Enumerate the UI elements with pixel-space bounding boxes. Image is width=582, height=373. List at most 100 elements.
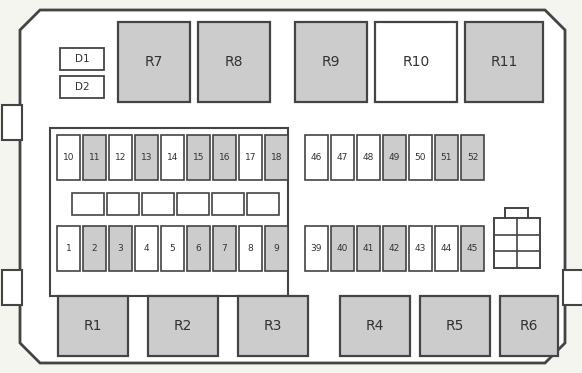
Bar xyxy=(57,135,80,180)
Bar xyxy=(60,48,104,70)
Bar xyxy=(465,22,543,102)
Text: 4: 4 xyxy=(144,244,150,253)
Text: 2: 2 xyxy=(92,244,97,253)
Text: 16: 16 xyxy=(219,153,230,162)
Text: R8: R8 xyxy=(225,55,243,69)
Bar xyxy=(107,193,139,215)
Text: 40: 40 xyxy=(337,244,348,253)
Text: 49: 49 xyxy=(389,153,400,162)
Text: 15: 15 xyxy=(193,153,204,162)
Bar xyxy=(2,270,22,305)
Bar xyxy=(409,226,432,271)
Text: 7: 7 xyxy=(222,244,228,253)
Bar xyxy=(435,226,458,271)
Text: 44: 44 xyxy=(441,244,452,253)
Text: R11: R11 xyxy=(490,55,517,69)
Text: R6: R6 xyxy=(520,319,538,333)
Bar xyxy=(357,135,380,180)
Bar xyxy=(500,296,558,356)
Bar xyxy=(187,135,210,180)
Bar xyxy=(265,226,288,271)
Text: 39: 39 xyxy=(311,244,322,253)
Bar xyxy=(135,135,158,180)
Text: 45: 45 xyxy=(467,244,478,253)
Bar xyxy=(83,135,106,180)
Bar xyxy=(295,22,367,102)
Text: R4: R4 xyxy=(366,319,384,333)
Bar xyxy=(383,135,406,180)
Bar xyxy=(563,270,582,305)
Bar xyxy=(213,226,236,271)
Text: 8: 8 xyxy=(247,244,253,253)
Bar xyxy=(305,135,328,180)
Bar xyxy=(148,296,218,356)
Text: R3: R3 xyxy=(264,319,282,333)
Text: 14: 14 xyxy=(167,153,178,162)
Text: D2: D2 xyxy=(74,82,89,92)
Text: 12: 12 xyxy=(115,153,126,162)
Bar xyxy=(161,226,184,271)
Text: 42: 42 xyxy=(389,244,400,253)
Bar xyxy=(340,296,410,356)
Text: R9: R9 xyxy=(322,55,340,69)
Text: 1: 1 xyxy=(66,244,72,253)
Bar xyxy=(177,193,209,215)
Text: 52: 52 xyxy=(467,153,478,162)
Text: 3: 3 xyxy=(118,244,123,253)
Bar xyxy=(2,105,22,140)
Bar xyxy=(109,226,132,271)
Text: R7: R7 xyxy=(145,55,163,69)
Bar xyxy=(212,193,244,215)
Text: R2: R2 xyxy=(174,319,192,333)
Bar xyxy=(420,296,490,356)
Bar xyxy=(109,135,132,180)
Bar xyxy=(383,226,406,271)
Text: D1: D1 xyxy=(74,54,89,64)
Text: 48: 48 xyxy=(363,153,374,162)
Text: 51: 51 xyxy=(441,153,452,162)
Bar xyxy=(357,226,380,271)
Bar xyxy=(72,193,104,215)
Bar xyxy=(331,135,354,180)
Bar xyxy=(461,226,484,271)
Text: R1: R1 xyxy=(84,319,102,333)
Text: 9: 9 xyxy=(274,244,279,253)
Bar xyxy=(265,135,288,180)
Bar xyxy=(435,135,458,180)
Bar xyxy=(142,193,174,215)
Bar xyxy=(83,226,106,271)
Text: 47: 47 xyxy=(337,153,348,162)
Bar xyxy=(239,226,262,271)
Text: 5: 5 xyxy=(169,244,175,253)
Bar xyxy=(58,296,128,356)
Text: 43: 43 xyxy=(415,244,426,253)
Bar xyxy=(375,22,457,102)
Bar xyxy=(331,226,354,271)
Text: 10: 10 xyxy=(63,153,74,162)
Bar xyxy=(305,226,328,271)
Bar xyxy=(60,76,104,98)
Text: 46: 46 xyxy=(311,153,322,162)
Bar xyxy=(57,226,80,271)
Bar xyxy=(50,128,288,296)
Text: 13: 13 xyxy=(141,153,152,162)
Polygon shape xyxy=(20,10,565,363)
Text: 17: 17 xyxy=(245,153,256,162)
Bar xyxy=(239,135,262,180)
Text: 41: 41 xyxy=(363,244,374,253)
Text: 6: 6 xyxy=(196,244,201,253)
Bar xyxy=(461,135,484,180)
Bar xyxy=(187,226,210,271)
Bar xyxy=(247,193,279,215)
Bar xyxy=(494,218,540,268)
Bar xyxy=(213,135,236,180)
Bar xyxy=(135,226,158,271)
Text: R5: R5 xyxy=(446,319,464,333)
Bar xyxy=(118,22,190,102)
Bar xyxy=(238,296,308,356)
Bar xyxy=(409,135,432,180)
Text: 11: 11 xyxy=(88,153,100,162)
Text: R10: R10 xyxy=(402,55,430,69)
Text: 50: 50 xyxy=(415,153,426,162)
Bar xyxy=(161,135,184,180)
